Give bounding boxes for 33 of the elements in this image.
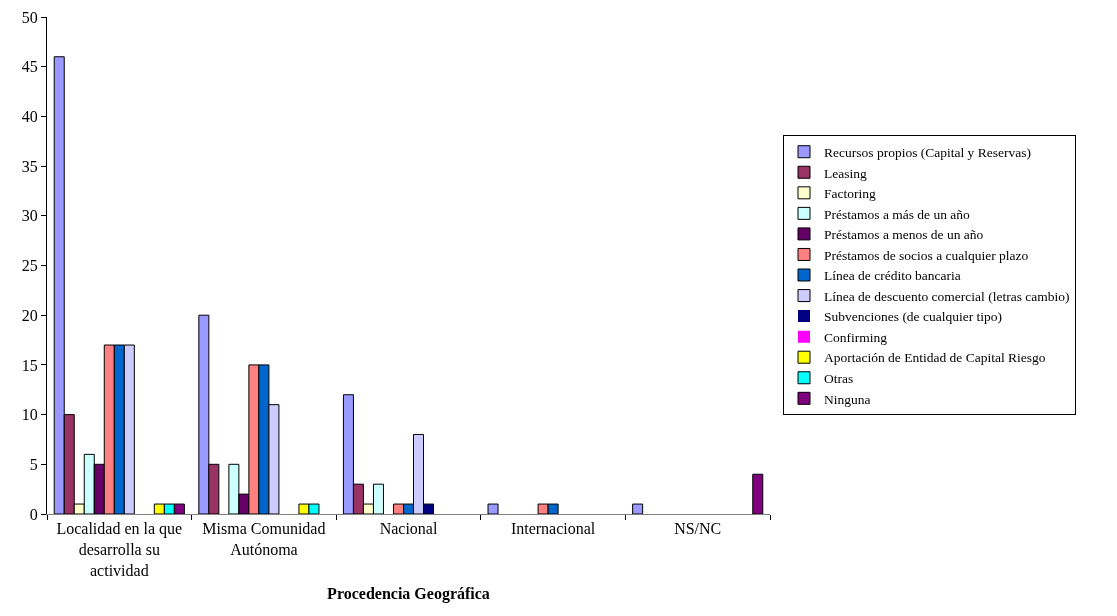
y-tick-label: 25 xyxy=(21,257,38,275)
y-tick-label: 0 xyxy=(29,505,38,523)
x-tick-label: Misma Comunidad Autónoma xyxy=(202,520,326,558)
legend-label: Línea de descuento comercial (letras cambio) xyxy=(824,288,1070,304)
legend-label: Ninguna xyxy=(824,391,871,407)
bar xyxy=(632,503,644,514)
legend-label: Aportación de Entidad de Capital Riesgo xyxy=(824,350,1046,366)
legend-label: Préstamos de socios a cualquier plazo xyxy=(824,247,1029,263)
legend-label: Otras xyxy=(824,371,854,387)
bar xyxy=(752,473,764,514)
y-tick-label: 45 xyxy=(21,58,38,76)
y-tick-label: 50 xyxy=(21,8,38,26)
legend-label: Confirming xyxy=(824,329,888,345)
x-tick-label: Localidad en la que desarrolla su actividad xyxy=(56,520,183,579)
bar xyxy=(487,503,499,514)
legend-label: Factoring xyxy=(824,186,876,202)
y-tick-label: 30 xyxy=(21,207,38,225)
legend-label: Préstamos a menos de un año xyxy=(824,227,984,243)
y-tick-label: 40 xyxy=(21,108,38,125)
y-tick-label: 5 xyxy=(29,455,38,473)
x-tick-label: Internacional xyxy=(510,520,596,538)
legend-label: Préstamos a más de un año xyxy=(824,206,971,222)
legend-label: Subvenciones (de cualquier tipo) xyxy=(824,309,1003,325)
x-tick-label: Nacional xyxy=(379,520,438,538)
y-tick-label: 15 xyxy=(21,356,38,374)
legend-label: Recursos propios (Capital y Reservas) xyxy=(824,144,1031,160)
y-tick-label: 20 xyxy=(21,306,38,324)
legend-label: Línea de crédito bancaria xyxy=(824,268,961,284)
x-tick-label: NS/NC xyxy=(674,520,722,538)
y-tick-label: 35 xyxy=(21,157,38,175)
legend-label: Leasing xyxy=(824,165,867,181)
x-axis-title: Procedencia Geográfica xyxy=(327,585,490,604)
y-tick-label: 10 xyxy=(21,406,38,424)
